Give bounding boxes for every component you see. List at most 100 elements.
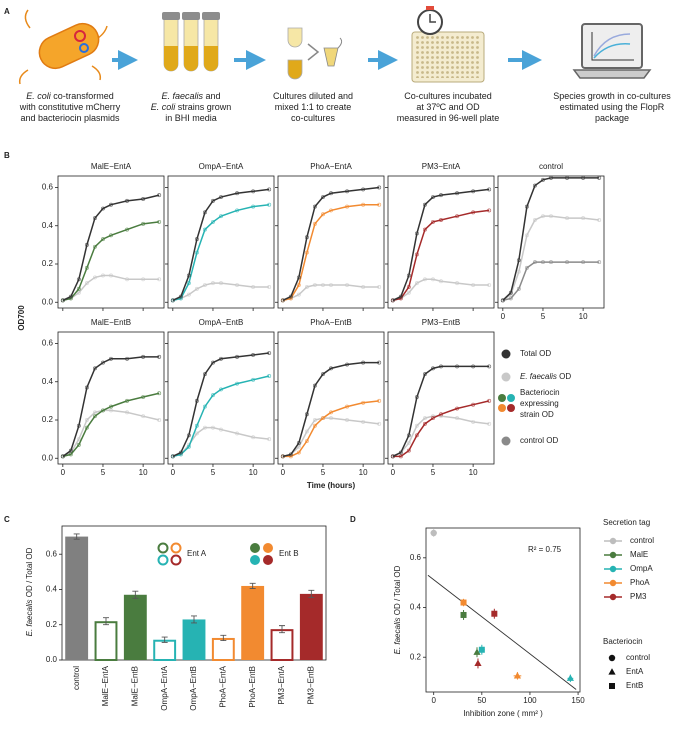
od-point — [321, 416, 325, 421]
step-caption: Co-cultures incubated — [404, 91, 492, 101]
y-tick-label: 0.2 — [42, 415, 54, 424]
text-segment: E. faecalis — [25, 599, 34, 636]
legend-label: Ent B — [279, 549, 299, 558]
x-tick-label: control — [72, 666, 81, 690]
legend-swatch — [498, 404, 506, 412]
od-point — [92, 414, 97, 419]
growth-curve — [502, 177, 600, 301]
marker-triangle — [473, 648, 481, 655]
panel-title: OmpA−EntB — [199, 318, 244, 327]
error-bar — [103, 617, 109, 626]
growth-curve — [62, 356, 160, 457]
x-tick-label: 5 — [541, 312, 546, 321]
text-segment: at 37ºC and OD — [416, 102, 480, 112]
panel-title: PhoA−EntB — [310, 318, 352, 327]
y-tick-label: 0.2 — [42, 259, 54, 268]
text-segment: OD / Total OD — [25, 547, 34, 599]
legend-label: Total OD — [520, 349, 551, 358]
growth-curve — [282, 400, 380, 458]
legend-label: PhoA — [630, 578, 650, 587]
growth-curve — [502, 215, 600, 301]
text-segment: with constitutive mCherry — [19, 102, 121, 112]
growth-curve — [172, 203, 270, 302]
growth-curve — [62, 274, 160, 302]
growth-curve — [62, 392, 160, 458]
y-tick-label: 0.0 — [42, 453, 54, 462]
legend-swatch — [609, 565, 617, 573]
y-axis-title: OD700 — [17, 305, 26, 331]
x-tick-label: 0 — [281, 468, 286, 477]
text-segment: estimated using the FlopR — [560, 102, 665, 112]
text-segment: Bacteriocin — [520, 388, 560, 397]
x-tick-label: 0 — [171, 468, 176, 477]
legend-label: control — [626, 653, 650, 662]
bacterium-icon — [18, 9, 108, 85]
growth-curve — [172, 352, 270, 458]
x-tick-label: PM3−EntA — [277, 665, 286, 704]
panel-frame — [277, 175, 385, 309]
legend-label: E. faecalis OD — [520, 372, 571, 381]
error-bar — [73, 533, 80, 540]
panel-label: D — [350, 515, 356, 524]
bar — [65, 536, 89, 660]
x-tick-label: 0 — [431, 696, 436, 705]
x-tick-label: OmpA−EntA — [160, 665, 169, 710]
laptop-icon — [572, 23, 652, 79]
legend-label: strain OD — [520, 410, 554, 419]
x-tick-label: 10 — [139, 468, 148, 477]
legend-label: control OD — [520, 436, 558, 445]
growth-curve — [282, 284, 380, 302]
bar — [270, 629, 294, 661]
bar — [241, 585, 265, 660]
error-bar — [161, 636, 168, 643]
legend-label: Bacteriocin — [520, 388, 560, 397]
x-tick-label: 5 — [431, 468, 436, 477]
growth-curve — [392, 278, 490, 302]
x-tick-label: 10 — [469, 468, 478, 477]
legend-swatch — [501, 349, 511, 359]
x-tick-label: 0 — [61, 468, 66, 477]
x-tick-label: 100 — [523, 696, 537, 705]
error-bar — [308, 589, 315, 598]
x-tick-label: 5 — [321, 468, 326, 477]
bar — [153, 639, 177, 662]
marker-triangle — [566, 674, 574, 681]
tubes-icon — [162, 12, 220, 72]
od-point — [194, 431, 199, 436]
step-caption: E. faecalis and — [161, 91, 220, 101]
bar — [123, 594, 147, 660]
growth-curve — [392, 365, 490, 458]
y-tick-label: 0.6 — [42, 183, 54, 192]
y-tick-label: 0.2 — [410, 652, 422, 661]
text-segment: E. faecalis — [393, 617, 402, 654]
plate-icon — [411, 6, 485, 83]
x-tick-label: 10 — [579, 312, 588, 321]
legend-label: EntA — [626, 667, 644, 676]
step-caption: estimated using the FlopR — [560, 102, 665, 112]
legend-label: control — [630, 536, 654, 545]
text-segment: and — [203, 91, 221, 101]
step-caption: and bacteriocin plasmids — [20, 113, 120, 123]
bar — [94, 621, 118, 661]
legend-swatch — [609, 579, 617, 587]
text-segment: Cultures diluted and — [273, 91, 353, 101]
step-caption: co-cultures — [291, 113, 336, 123]
panel-label: A — [4, 7, 10, 16]
y-tick-label: 0.4 — [42, 377, 54, 386]
legend-swatch — [157, 554, 169, 566]
marker-circle — [430, 529, 437, 537]
panel-title: PhoA−EntA — [310, 162, 352, 171]
growth-curve — [172, 282, 270, 302]
x-tick-label: OmpA−EntB — [189, 666, 198, 711]
error-bar — [279, 625, 285, 634]
legend-swatch — [609, 537, 617, 545]
panel-label: B — [4, 151, 10, 160]
y-tick-label: 0.0 — [46, 655, 58, 664]
text-segment: OD / Total OD — [393, 565, 402, 617]
error-bar — [132, 590, 139, 599]
growth-curve — [62, 194, 160, 302]
y-tick-label: 0.2 — [46, 620, 58, 629]
marker-square — [460, 611, 467, 618]
marker-square — [609, 683, 615, 689]
